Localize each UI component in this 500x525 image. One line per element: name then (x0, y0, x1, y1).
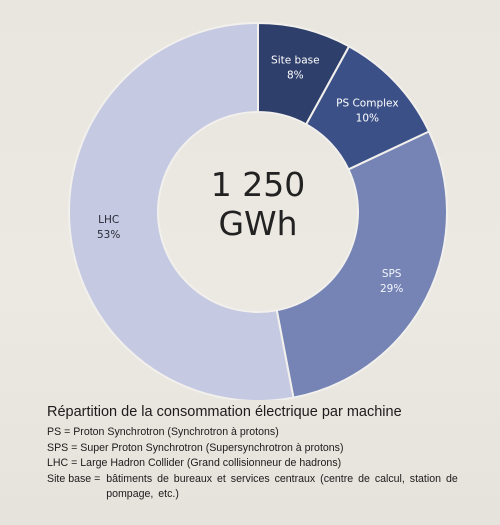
legend-item-sps: SPS = Super Proton Synchrotron (Supersyn… (47, 441, 487, 457)
center-unit-label: GWh (218, 204, 297, 243)
center-value-label: 1 250 (211, 165, 305, 204)
legend-key: SPS (47, 441, 69, 454)
legend-item-ps: PS = Proton Synchrotron (Synchrotron à p… (47, 425, 487, 441)
slice-label-lhc: LHC (98, 214, 119, 226)
legend-description: Super Proton Synchrotron (Supersynchrotr… (80, 441, 344, 454)
legend-key: Site base (47, 472, 92, 485)
caption-title: Répartition de la consommation électriqu… (47, 404, 402, 420)
legend-key: PS (47, 426, 62, 438)
legend-separator: = (91, 472, 107, 485)
legend-separator: = (61, 426, 74, 438)
chart-caption: Répartition de la consommation électriqu… (47, 404, 487, 503)
slice-label-sps: SPS (382, 268, 402, 280)
legend-description: bâtiments de bureaux et services centrau… (106, 472, 458, 501)
legend-item-site-base: Site base = bâtiments de bureaux et serv… (47, 472, 487, 503)
slice-sps (275, 130, 448, 399)
legend-description: Large Hadron Collider (Grand collisionne… (80, 457, 342, 469)
legend-key: LHC (47, 457, 69, 469)
slice-value-lhc: 53% (97, 229, 120, 241)
slice-value-site-base: 8% (287, 70, 304, 82)
slice-value-ps-complex: 10% (356, 112, 379, 124)
slice-label-site-base: Site base (271, 55, 320, 67)
legend-separator: = (68, 441, 81, 454)
slice-lhc (67, 21, 295, 400)
donut-slices (67, 21, 448, 400)
slice-label-ps-complex: PS Complex (336, 97, 398, 109)
legend-separator: = (68, 457, 81, 469)
slice-value-sps: 29% (380, 283, 403, 295)
donut-slice-labels: Site base 8% PS Complex 10% SPS 29% LHC 53% (97, 55, 403, 295)
donut-chart: Site base 8% PS Complex 10% SPS 29% LHC 53% 1 2… (67, 21, 448, 400)
legend-item-lhc: LHC = Large Hadron Collider (Grand colli… (47, 456, 487, 472)
legend-description: Proton Synchrotron (Synchrotron à proton… (73, 426, 279, 438)
